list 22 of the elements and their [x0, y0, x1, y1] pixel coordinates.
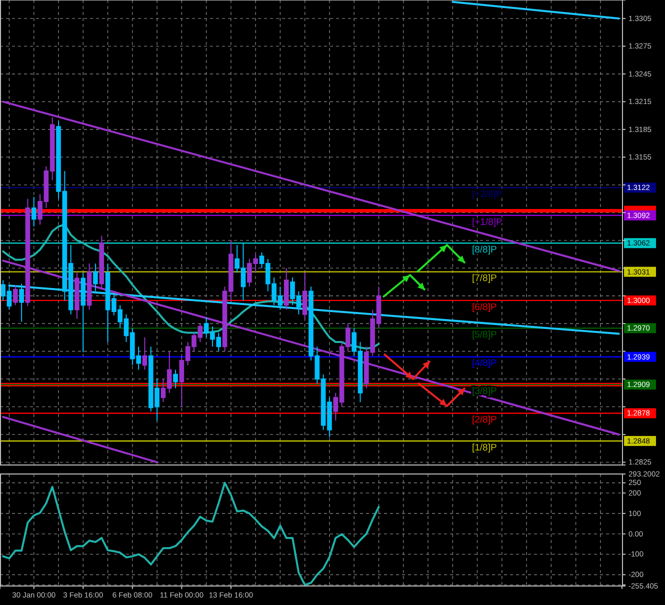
candlestick: [302, 272, 308, 320]
ref-line-label: [2/8]P: [472, 414, 497, 426]
candlestick: [93, 262, 98, 292]
ref-line-label: [6/8]P: [472, 302, 497, 313]
ref-line-label: [8/8]P: [472, 244, 497, 256]
candlestick: [284, 268, 289, 310]
ref-line-label: [7/8]P: [472, 273, 497, 284]
candlestick: [12, 285, 18, 306]
line-series: [2, 224, 380, 350]
candlestick: [173, 369, 178, 389]
ref-line-label: [5/8]P: [472, 330, 497, 341]
ref-line-label: [+2/8]P: [472, 189, 502, 200]
candlestick: [80, 272, 86, 353]
line-series: [2, 482, 380, 586]
candlestick: [31, 196, 36, 227]
candlestick: [86, 262, 92, 310]
ref-line-label: [1/8]P: [472, 442, 497, 454]
ref-line-label: [+1/8]P: [472, 216, 502, 228]
candlestick: [142, 336, 148, 370]
candlestick: [19, 283, 24, 322]
ref-line-label: [4/8]P: [472, 358, 497, 370]
candlestick: [74, 272, 80, 320]
